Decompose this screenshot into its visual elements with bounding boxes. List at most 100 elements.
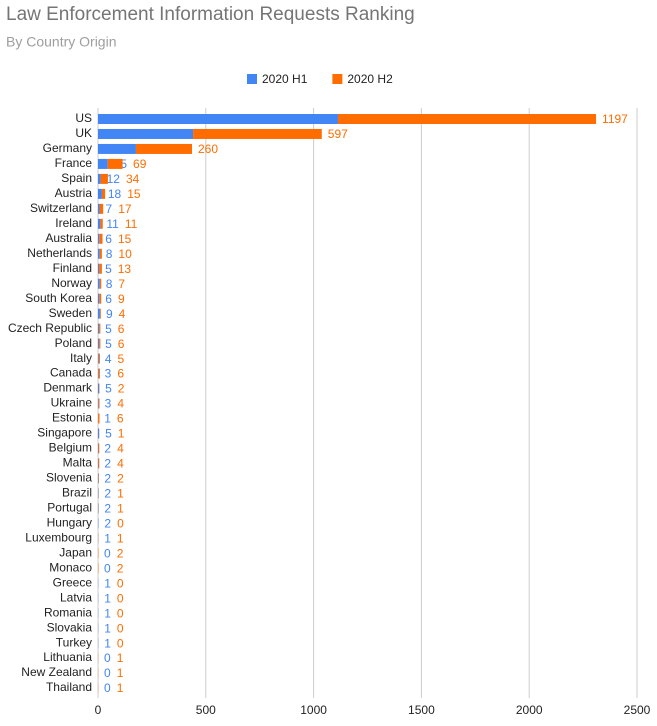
data-label: 8 (106, 277, 113, 291)
y-tick-label: Latvia (60, 590, 92, 604)
bar-segment (98, 323, 100, 334)
y-tick-label: Czech Republic (8, 321, 92, 335)
data-label: 4 (105, 352, 112, 366)
data-label: 260 (198, 142, 218, 156)
data-label: 8 (106, 247, 113, 261)
data-label: 2 (117, 546, 124, 560)
data-label: 0 (117, 576, 124, 590)
data-label: 1 (104, 621, 111, 635)
data-label: 6 (105, 292, 112, 306)
bar-segment (98, 278, 100, 289)
data-label: 11 (125, 217, 138, 231)
bar-segment (99, 278, 102, 289)
y-tick-label: Luxembourg (25, 530, 92, 544)
data-label: 2 (104, 516, 111, 530)
bar-segment (100, 218, 103, 229)
y-tick-label: Ireland (55, 216, 92, 230)
data-label: 2 (104, 472, 111, 486)
y-tick-label: Estonia (52, 411, 92, 425)
data-label: 4 (117, 457, 124, 471)
y-tick-label: Monaco (49, 560, 92, 574)
bar-segment (98, 353, 100, 364)
y-tick-label: Malta (63, 456, 93, 470)
data-label: 1 (118, 427, 125, 441)
data-label: 1 (104, 606, 111, 620)
data-label: 9 (106, 307, 113, 321)
data-label: 0 (104, 546, 111, 560)
data-label: 1197 (602, 112, 628, 126)
bar-segment (135, 143, 193, 154)
data-label: 5 (105, 427, 112, 441)
y-tick-label: Greece (53, 575, 93, 589)
data-label: 3 (105, 367, 112, 381)
data-label: 5 (105, 262, 112, 276)
y-tick-label: Hungary (47, 515, 92, 529)
data-label: 1 (117, 681, 124, 695)
data-label: 597 (328, 127, 348, 141)
data-label: 1 (117, 487, 124, 501)
data-label: 0 (104, 651, 111, 665)
y-tick-label: Netherlands (27, 246, 92, 260)
x-tick-label: 0 (95, 703, 102, 717)
bar-segment (98, 143, 136, 154)
y-tick-label: Austria (55, 186, 93, 200)
bar-segment (99, 338, 101, 349)
data-label: 4 (117, 442, 124, 456)
data-label: 2 (104, 457, 111, 471)
y-tick-label: Denmark (43, 381, 93, 395)
y-tick-label: UK (75, 126, 92, 140)
x-tick-label: 1000 (300, 703, 327, 717)
data-label: 1 (104, 576, 111, 590)
bar-segment (98, 218, 101, 229)
chart-subtitle: By Country Origin (6, 34, 116, 50)
data-label: 17 (118, 202, 132, 216)
y-tick-label: Japan (59, 545, 92, 559)
legend-label: 2020 H2 (347, 72, 393, 86)
data-label: 0 (117, 621, 124, 635)
y-tick-label: Romania (44, 605, 92, 619)
bar-segment (99, 233, 103, 244)
data-label: 4 (117, 397, 124, 411)
data-label: 1 (104, 531, 111, 545)
data-label: 1 (117, 666, 124, 680)
x-tick-label: 1500 (408, 703, 435, 717)
y-tick-label: Portugal (47, 500, 92, 514)
y-tick-label: Singapore (37, 426, 92, 440)
data-label: 1 (104, 636, 111, 650)
legend-swatch (332, 74, 343, 84)
data-label: 15 (118, 232, 132, 246)
y-tick-label: France (55, 156, 93, 170)
bar-segment (98, 398, 100, 409)
bar-segment (107, 158, 123, 169)
data-label: 0 (117, 636, 124, 650)
data-label: 9 (118, 292, 125, 306)
bar-segment (99, 203, 104, 214)
data-label: 6 (105, 232, 112, 246)
data-label: 5 (105, 337, 112, 351)
data-label: 2 (104, 501, 111, 515)
x-tick-label: 2500 (624, 703, 651, 717)
data-label: 0 (104, 666, 111, 680)
data-label: 0 (104, 561, 111, 575)
data-label: 1 (104, 412, 111, 426)
data-label: 6 (118, 322, 125, 336)
bar-segment (193, 128, 322, 139)
y-tick-label: Sweden (49, 306, 92, 320)
data-label: 1 (104, 591, 111, 605)
bar-segment (99, 323, 101, 334)
data-label: 2 (117, 561, 124, 575)
bar-segment (101, 188, 106, 199)
bar-segment (98, 338, 100, 349)
data-label: 18 (108, 187, 122, 201)
y-tick-label: Ukraine (51, 396, 93, 410)
data-label: 0 (117, 606, 124, 620)
legend-swatch (247, 74, 257, 84)
legend-label: 2020 H1 (262, 72, 308, 86)
y-tick-label: Brazil (62, 486, 92, 500)
data-label: 2 (118, 382, 125, 396)
data-label: 7 (118, 277, 125, 291)
y-tick-label: Italy (70, 351, 92, 365)
y-tick-label: Finland (53, 261, 92, 275)
bar-segment (98, 233, 100, 244)
